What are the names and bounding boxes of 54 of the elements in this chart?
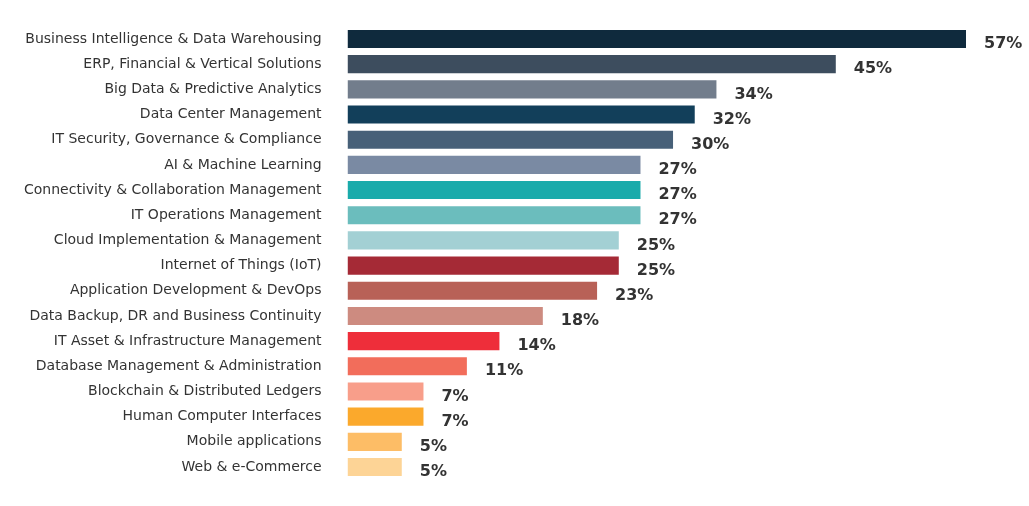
y-tick-label: Cloud Implementation & Management [53,231,323,248]
data-label: 5% [419,435,447,455]
bar [347,130,674,149]
data-label: 25% [636,234,676,254]
data-label: 14% [517,335,556,355]
bar [347,457,402,477]
y-tick-label: ERP, Financial & Vertical Solutions [83,54,322,71]
bar [347,382,424,401]
data-label: 23% [615,284,654,304]
bar [347,155,641,174]
bar [347,80,717,99]
y-tick-label: Database Management & Administration [35,356,322,373]
bar [347,256,619,275]
y-tick-label: Human Computer Interfaces [122,407,322,424]
y-tick-label: AI & Machine Learning [164,155,322,172]
data-label: 5% [419,461,447,481]
bar [347,29,966,49]
y-tick-label: IT Security, Governance & Compliance [51,130,322,147]
y-tick-label: Data Center Management [139,105,323,122]
data-label: 30% [691,133,730,153]
data-label: 27% [658,209,697,229]
y-tick-label: Internet of Things (IoT) [160,256,322,273]
bar [347,105,695,124]
bar [347,180,641,200]
data-label: 27% [658,159,697,179]
data-label: 7% [441,385,469,405]
data-label: 32% [712,108,752,128]
data-label: 45% [853,58,893,78]
bar [347,407,424,426]
data-label: 34% [734,83,773,103]
data-label: 27% [658,184,697,204]
data-label: 25% [636,259,676,279]
bar [347,281,598,300]
bar [347,306,543,326]
bar [347,231,619,250]
data-label: 7% [441,410,469,430]
bar [347,332,500,351]
y-tick-label: Application Development & DevOps [69,281,322,298]
y-tick-label: Web & e-Commerce [181,457,322,474]
data-label: 11% [484,360,524,380]
y-tick-label: Big Data & Predictive Analytics [104,79,322,96]
data-label: 18% [560,310,600,330]
bar [347,357,467,376]
y-tick-label: Blockchain & Distributed Ledgers [88,382,322,399]
y-tick-label: Business Intelligence & Data Warehousing [25,29,322,46]
y-tick-label: Mobile applications [186,432,322,449]
bar [347,432,402,451]
bar [347,206,641,225]
y-tick-label: Connectivity & Collaboration Management [23,180,323,197]
bar [347,55,836,74]
y-tick-label: IT Asset & Infrastructure Management [53,331,323,348]
y-tick-label: IT Operations Management [130,205,323,222]
y-tick-label: Data Backup, DR and Business Continuity [29,306,322,323]
data-label: 57% [984,33,1023,53]
